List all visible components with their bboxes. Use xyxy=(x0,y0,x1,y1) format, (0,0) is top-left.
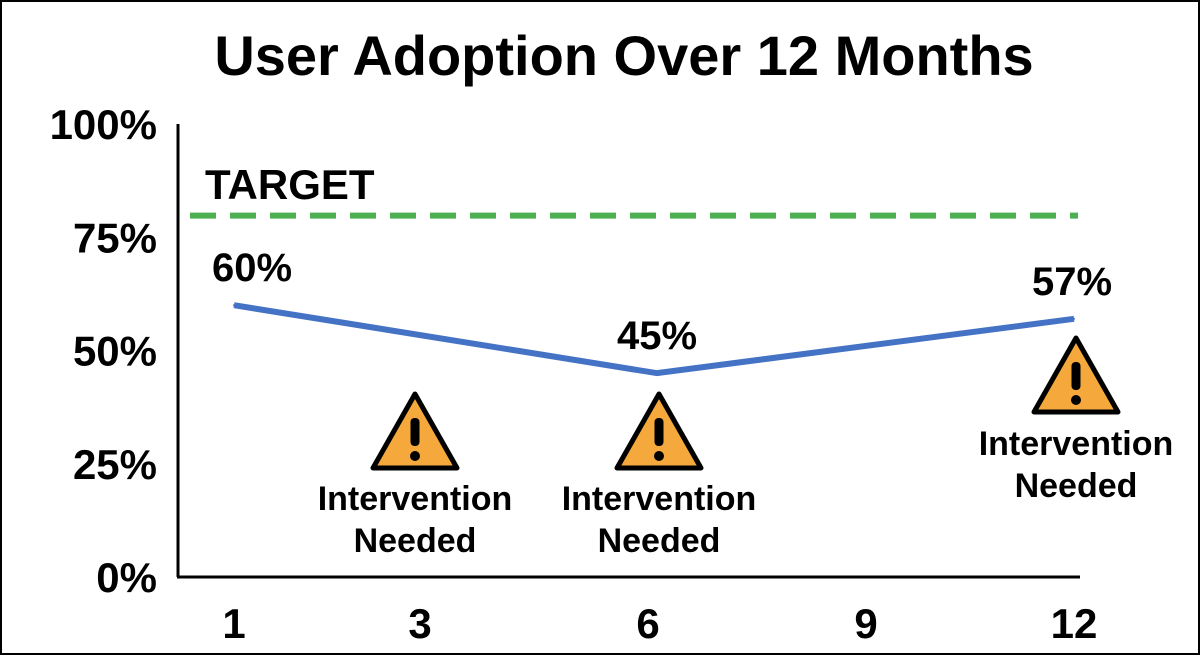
target-layer: TARGET xyxy=(190,161,1078,219)
x-tick-label: 1 xyxy=(222,600,245,647)
x-tick-label: 6 xyxy=(636,600,659,647)
annotation-text: Intervention xyxy=(562,480,757,518)
x-tick-label: 9 xyxy=(854,600,877,647)
annotation-text: Needed xyxy=(598,522,721,560)
data-label: 60% xyxy=(212,246,292,290)
annotation-intervention: Intervention Needed xyxy=(318,391,513,560)
warning-exclamation-bar xyxy=(1071,362,1081,390)
chart-title: User Adoption Over 12 Months xyxy=(214,24,1033,87)
x-tick-label: 3 xyxy=(408,600,431,647)
warning-exclamation-dot xyxy=(1071,395,1081,405)
annotation-text: Intervention xyxy=(318,480,513,518)
warning-exclamation-dot xyxy=(654,451,664,461)
warning-exclamation-dot xyxy=(410,451,420,461)
x-tick-label: 12 xyxy=(1051,600,1098,647)
warning-icon xyxy=(614,391,704,471)
data-label: 57% xyxy=(1032,260,1112,304)
axes: 0% 25% 50% 75% 100% 1 3 6 9 12 xyxy=(50,101,1098,647)
series-layer: 60% 45% 57% xyxy=(212,246,1112,377)
data-point xyxy=(233,304,235,307)
annotation-text: Needed xyxy=(1015,467,1138,505)
y-tick-label: 100% xyxy=(50,101,157,148)
data-label: 45% xyxy=(617,314,697,358)
warning-exclamation-bar xyxy=(654,418,664,446)
data-point xyxy=(656,372,658,375)
warning-exclamation-bar xyxy=(410,418,420,446)
annotation-intervention: Intervention Needed xyxy=(979,335,1174,505)
annotation-intervention: Intervention Needed xyxy=(562,391,757,560)
y-tick-label: 25% xyxy=(73,441,157,488)
annotation-layer: InterventionNeededInterventionNeededInte… xyxy=(318,335,1174,560)
y-tick-label: 50% xyxy=(73,328,157,375)
annotation-text: Intervention xyxy=(979,425,1174,463)
target-label: TARGET xyxy=(205,161,375,208)
y-tick-label: 75% xyxy=(73,214,157,261)
annotation-text: Needed xyxy=(354,522,477,560)
warning-icon xyxy=(370,391,460,471)
warning-icon xyxy=(1031,335,1121,415)
data-point xyxy=(1073,317,1075,320)
y-tick-label: 0% xyxy=(96,554,157,601)
